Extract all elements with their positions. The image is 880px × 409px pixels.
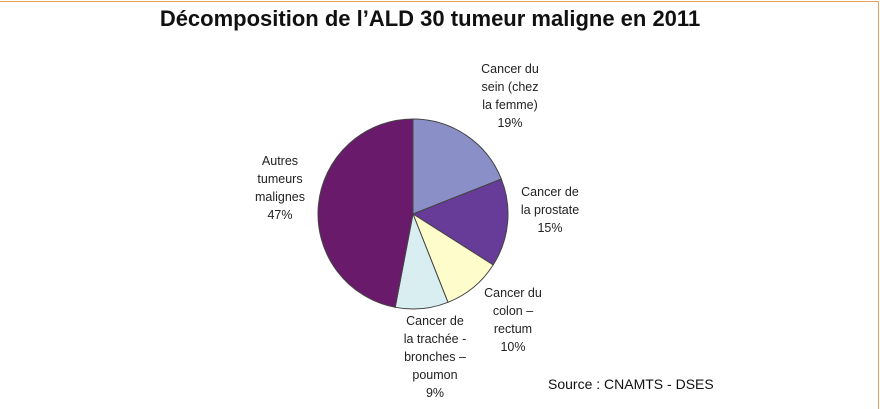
value-label: 9% [425,386,445,400]
category-label: Cancer de la trachée - bronches – poumon [403,314,467,382]
chart-title: Décomposition de l’ALD 30 tumeur maligne… [159,6,701,31]
pie-slice [412,118,502,215]
pie-slice [317,118,414,308]
slice-label: Cancer de la prostate 15% [521,183,579,237]
slice-label: Cancer de la trachée - bronches – poumon… [404,312,467,402]
source-note: Source : CNAMTS - DSES [548,376,714,392]
value-label: 47% [267,208,293,222]
slice-label: Autres tumeurs malignes 47% [255,152,305,224]
pie-slice [411,178,509,266]
slice-label: Cancer du sein (chez la femme) 19% [481,60,539,132]
category-label: Cancer du colon – rectum [484,286,542,336]
category-label: Cancer du sein (chez la femme) [481,62,539,112]
category-label: Cancer de la prostate [520,185,580,217]
value-label: 19% [497,116,523,130]
value-label: 15% [537,221,563,235]
category-label: Autres tumeurs malignes [254,154,306,204]
slice-label: Cancer du colon – rectum 10% [484,284,542,356]
value-label: 10% [500,340,526,354]
